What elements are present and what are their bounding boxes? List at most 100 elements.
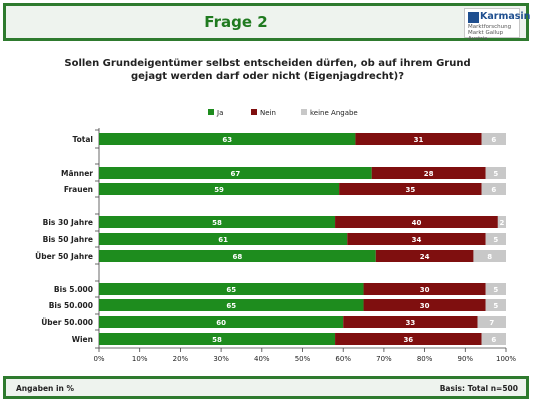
legend-swatch	[301, 109, 307, 115]
data-label: 40	[412, 219, 422, 227]
legend-label: keine Angabe	[310, 109, 358, 117]
page-title: Frage 2	[204, 13, 268, 31]
data-label: 5	[493, 286, 498, 294]
category-label: Bis 5.000	[54, 285, 93, 294]
x-tick-label: 10%	[132, 355, 148, 363]
footer-bar: Angaben in % Basis: Total n=500	[3, 376, 529, 399]
logo-name: Karmasin	[480, 11, 531, 22]
x-tick-label: 20%	[173, 355, 189, 363]
footer-note: Angaben in %	[16, 384, 75, 393]
legend-label: Ja	[216, 109, 223, 117]
data-label: 5	[493, 302, 498, 310]
bar-segment	[485, 167, 506, 179]
question-text: Sollen Grundeigentümer selbst entscheide…	[0, 57, 535, 83]
data-label: 28	[424, 170, 434, 178]
data-label: 65	[226, 302, 236, 310]
bar-segment	[485, 233, 506, 245]
question-line-2: gejagt werden darf oder nicht (Eigenjagd…	[130, 71, 405, 82]
category-label: Bis 50.000	[49, 301, 93, 310]
bar-segment	[497, 216, 506, 228]
bar-segment	[375, 250, 474, 262]
data-label: 58	[212, 219, 222, 227]
bar-segment	[371, 167, 486, 179]
bar-segment	[99, 316, 344, 328]
bar-segment	[485, 299, 506, 311]
bar-segment	[481, 183, 506, 195]
data-label: 8	[487, 253, 492, 261]
data-label: 67	[230, 170, 240, 178]
data-label: 36	[403, 336, 413, 344]
bar-segment	[355, 133, 482, 145]
question-line-1: Sollen Grundeigentümer selbst entscheide…	[64, 58, 471, 69]
category-label: Bis 50 Jahre	[43, 235, 93, 244]
data-label: 7	[489, 319, 494, 327]
x-tick-label: 30%	[213, 355, 229, 363]
x-tick-label: 60%	[335, 355, 351, 363]
legend-swatch	[208, 109, 214, 115]
data-label: 63	[222, 136, 232, 144]
data-label: 5	[493, 236, 498, 244]
bar-segment	[363, 283, 486, 295]
bar-segment	[477, 316, 506, 328]
bar-segment	[99, 299, 364, 311]
bar-segment	[485, 283, 506, 295]
bar-segment	[339, 183, 482, 195]
bar-segment	[99, 167, 372, 179]
header-bar: Frage 2 Karmasin Marktforschung Markt Ga…	[3, 3, 530, 42]
data-label: 6	[491, 186, 496, 194]
data-label: 59	[214, 186, 224, 194]
x-tick-label: 100%	[496, 355, 516, 363]
bar-segment	[99, 216, 336, 228]
bar-segment	[99, 283, 364, 295]
category-label: Wien	[72, 335, 93, 344]
category-label: Männer	[61, 169, 93, 178]
data-label: 58	[212, 336, 222, 344]
bar-segment	[99, 333, 336, 345]
bar-segment	[347, 233, 486, 245]
data-label: 68	[233, 253, 243, 261]
data-label: 33	[405, 319, 415, 327]
category-label: Über 50 Jahre	[35, 252, 93, 261]
company-logo: Karmasin Marktforschung Markt Gallup Aus…	[464, 8, 530, 42]
bar-segment	[99, 133, 356, 145]
bar-segment	[99, 250, 376, 262]
data-label: 65	[226, 286, 236, 294]
logo-mark-icon	[468, 12, 479, 23]
logo-subtitle: Marktforschung Markt Gallup Austria	[468, 24, 520, 42]
bar-segment	[99, 233, 348, 245]
logo-subtitle-line2: Markt Gallup Austria	[468, 30, 504, 42]
x-tick-label: 0%	[93, 355, 104, 363]
x-tick-label: 80%	[417, 355, 433, 363]
x-tick-label: 90%	[458, 355, 474, 363]
category-label: Über 50.000	[41, 318, 93, 327]
x-tick-label: 40%	[254, 355, 270, 363]
data-label: 60	[216, 319, 226, 327]
legend-label: Nein	[260, 109, 276, 117]
data-label: 31	[414, 136, 424, 144]
bar-segment	[473, 250, 506, 262]
legend-swatch	[251, 109, 257, 115]
bar-segment	[481, 133, 506, 145]
data-label: 61	[218, 236, 228, 244]
data-label: 6	[491, 136, 496, 144]
data-label: 2	[499, 219, 504, 227]
data-label: 6	[491, 336, 496, 344]
data-label: 34	[412, 236, 422, 244]
category-label: Bis 30 Jahre	[43, 218, 93, 227]
data-label: 5	[493, 170, 498, 178]
x-tick-label: 70%	[376, 355, 392, 363]
bar-segment	[99, 183, 340, 195]
data-label: 30	[420, 286, 430, 294]
bar-segment	[343, 316, 478, 328]
bar-segment	[363, 299, 486, 311]
x-tick-label: 50%	[295, 355, 311, 363]
bar-segment	[335, 216, 498, 228]
bar-segment	[481, 333, 506, 345]
logo-subtitle-line1: Marktforschung	[468, 24, 512, 30]
data-label: 24	[420, 253, 430, 261]
bar-segment	[335, 333, 482, 345]
category-label: Frauen	[64, 185, 93, 194]
footer-base: Basis: Total n=500	[439, 384, 518, 393]
data-label: 35	[405, 186, 415, 194]
